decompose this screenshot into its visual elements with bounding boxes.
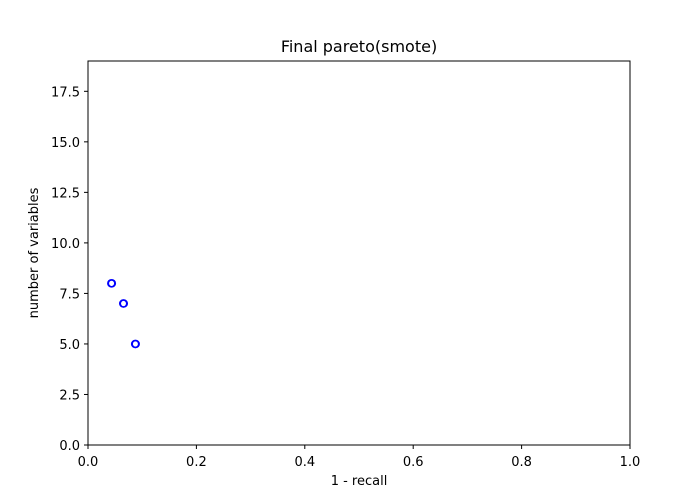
x-tick-label: 0.6	[403, 455, 424, 470]
plot-area	[87, 60, 631, 446]
data-point	[107, 279, 117, 288]
y-axis-label: number of variables	[27, 187, 42, 318]
y-tick-label: 7.5	[59, 287, 80, 302]
x-axis-label: 1 - recall	[331, 474, 388, 489]
x-tick-label: 0.0	[78, 455, 99, 470]
x-tick-label: 0.8	[511, 455, 532, 470]
data-point	[131, 339, 140, 349]
chart-title: Final pareto(smote)	[281, 37, 437, 56]
y-tick-label: 10.0	[51, 237, 80, 252]
y-tick-label: 2.5	[59, 388, 80, 403]
x-tick-label: 1.0	[620, 455, 641, 470]
y-tick-label: 12.5	[51, 186, 80, 201]
x-tick-label: 0.4	[294, 455, 315, 470]
y-tick-label: 5.0	[59, 338, 80, 353]
x-tick-label: 0.2	[186, 455, 207, 470]
x-axis: 0.0 0.2 0.4 0.6 0.8 1.0	[78, 445, 641, 470]
y-tick-label: 0.0	[59, 439, 80, 454]
y-tick-label: 17.5	[51, 85, 80, 100]
data-points	[107, 279, 140, 349]
y-tick-label: 15.0	[51, 136, 80, 151]
data-point	[119, 299, 129, 308]
y-axis: 0.0 2.5 5.0 7.5 10.0 12.5 15.0 17.5	[51, 85, 88, 454]
